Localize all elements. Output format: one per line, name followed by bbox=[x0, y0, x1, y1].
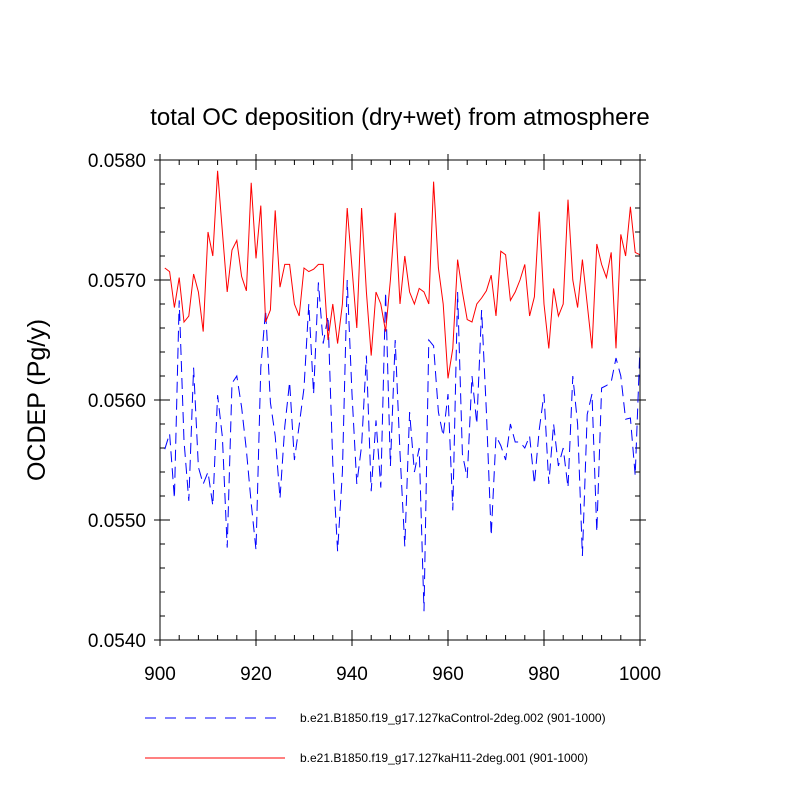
y-tick-label: 0.0580 bbox=[88, 151, 146, 172]
x-tick-label: 920 bbox=[240, 664, 272, 685]
y-tick-label: 0.0550 bbox=[88, 511, 146, 532]
legend-label-h11: b.e21.B1850.f19_g17.127kaH11-2deg.001 (9… bbox=[300, 751, 588, 765]
plot-frame bbox=[159, 159, 641, 641]
x-tick-label: 1000 bbox=[619, 664, 661, 685]
legend-label-control: b.e21.B1850.f19_g17.127kaControl-2deg.00… bbox=[300, 711, 606, 725]
y-tick-label: 0.0560 bbox=[88, 391, 146, 412]
chart-title: total OC deposition (dry+wet) from atmos… bbox=[150, 104, 650, 131]
x-tick-label: 960 bbox=[432, 664, 464, 685]
series-line-control bbox=[164, 279, 641, 612]
minor-ticks bbox=[160, 160, 640, 640]
x-tick-label: 980 bbox=[528, 664, 560, 685]
y-axis-label: OCDEP (Pg/y) bbox=[23, 319, 51, 481]
series-line-h11 bbox=[164, 170, 641, 379]
x-tick-labels: 900 920 940 960 980 1000 bbox=[144, 664, 661, 685]
y-tick-labels: 0.0540 0.0550 0.0560 0.0570 0.0580 bbox=[88, 151, 146, 652]
legend: b.e21.B1850.f19_g17.127kaControl-2deg.00… bbox=[145, 711, 606, 765]
x-tick-label: 940 bbox=[336, 664, 368, 685]
y-tick-label: 0.0570 bbox=[88, 271, 146, 292]
y-tick-label: 0.0540 bbox=[88, 631, 146, 652]
series-group bbox=[164, 170, 641, 612]
x-tick-label: 900 bbox=[144, 664, 176, 685]
